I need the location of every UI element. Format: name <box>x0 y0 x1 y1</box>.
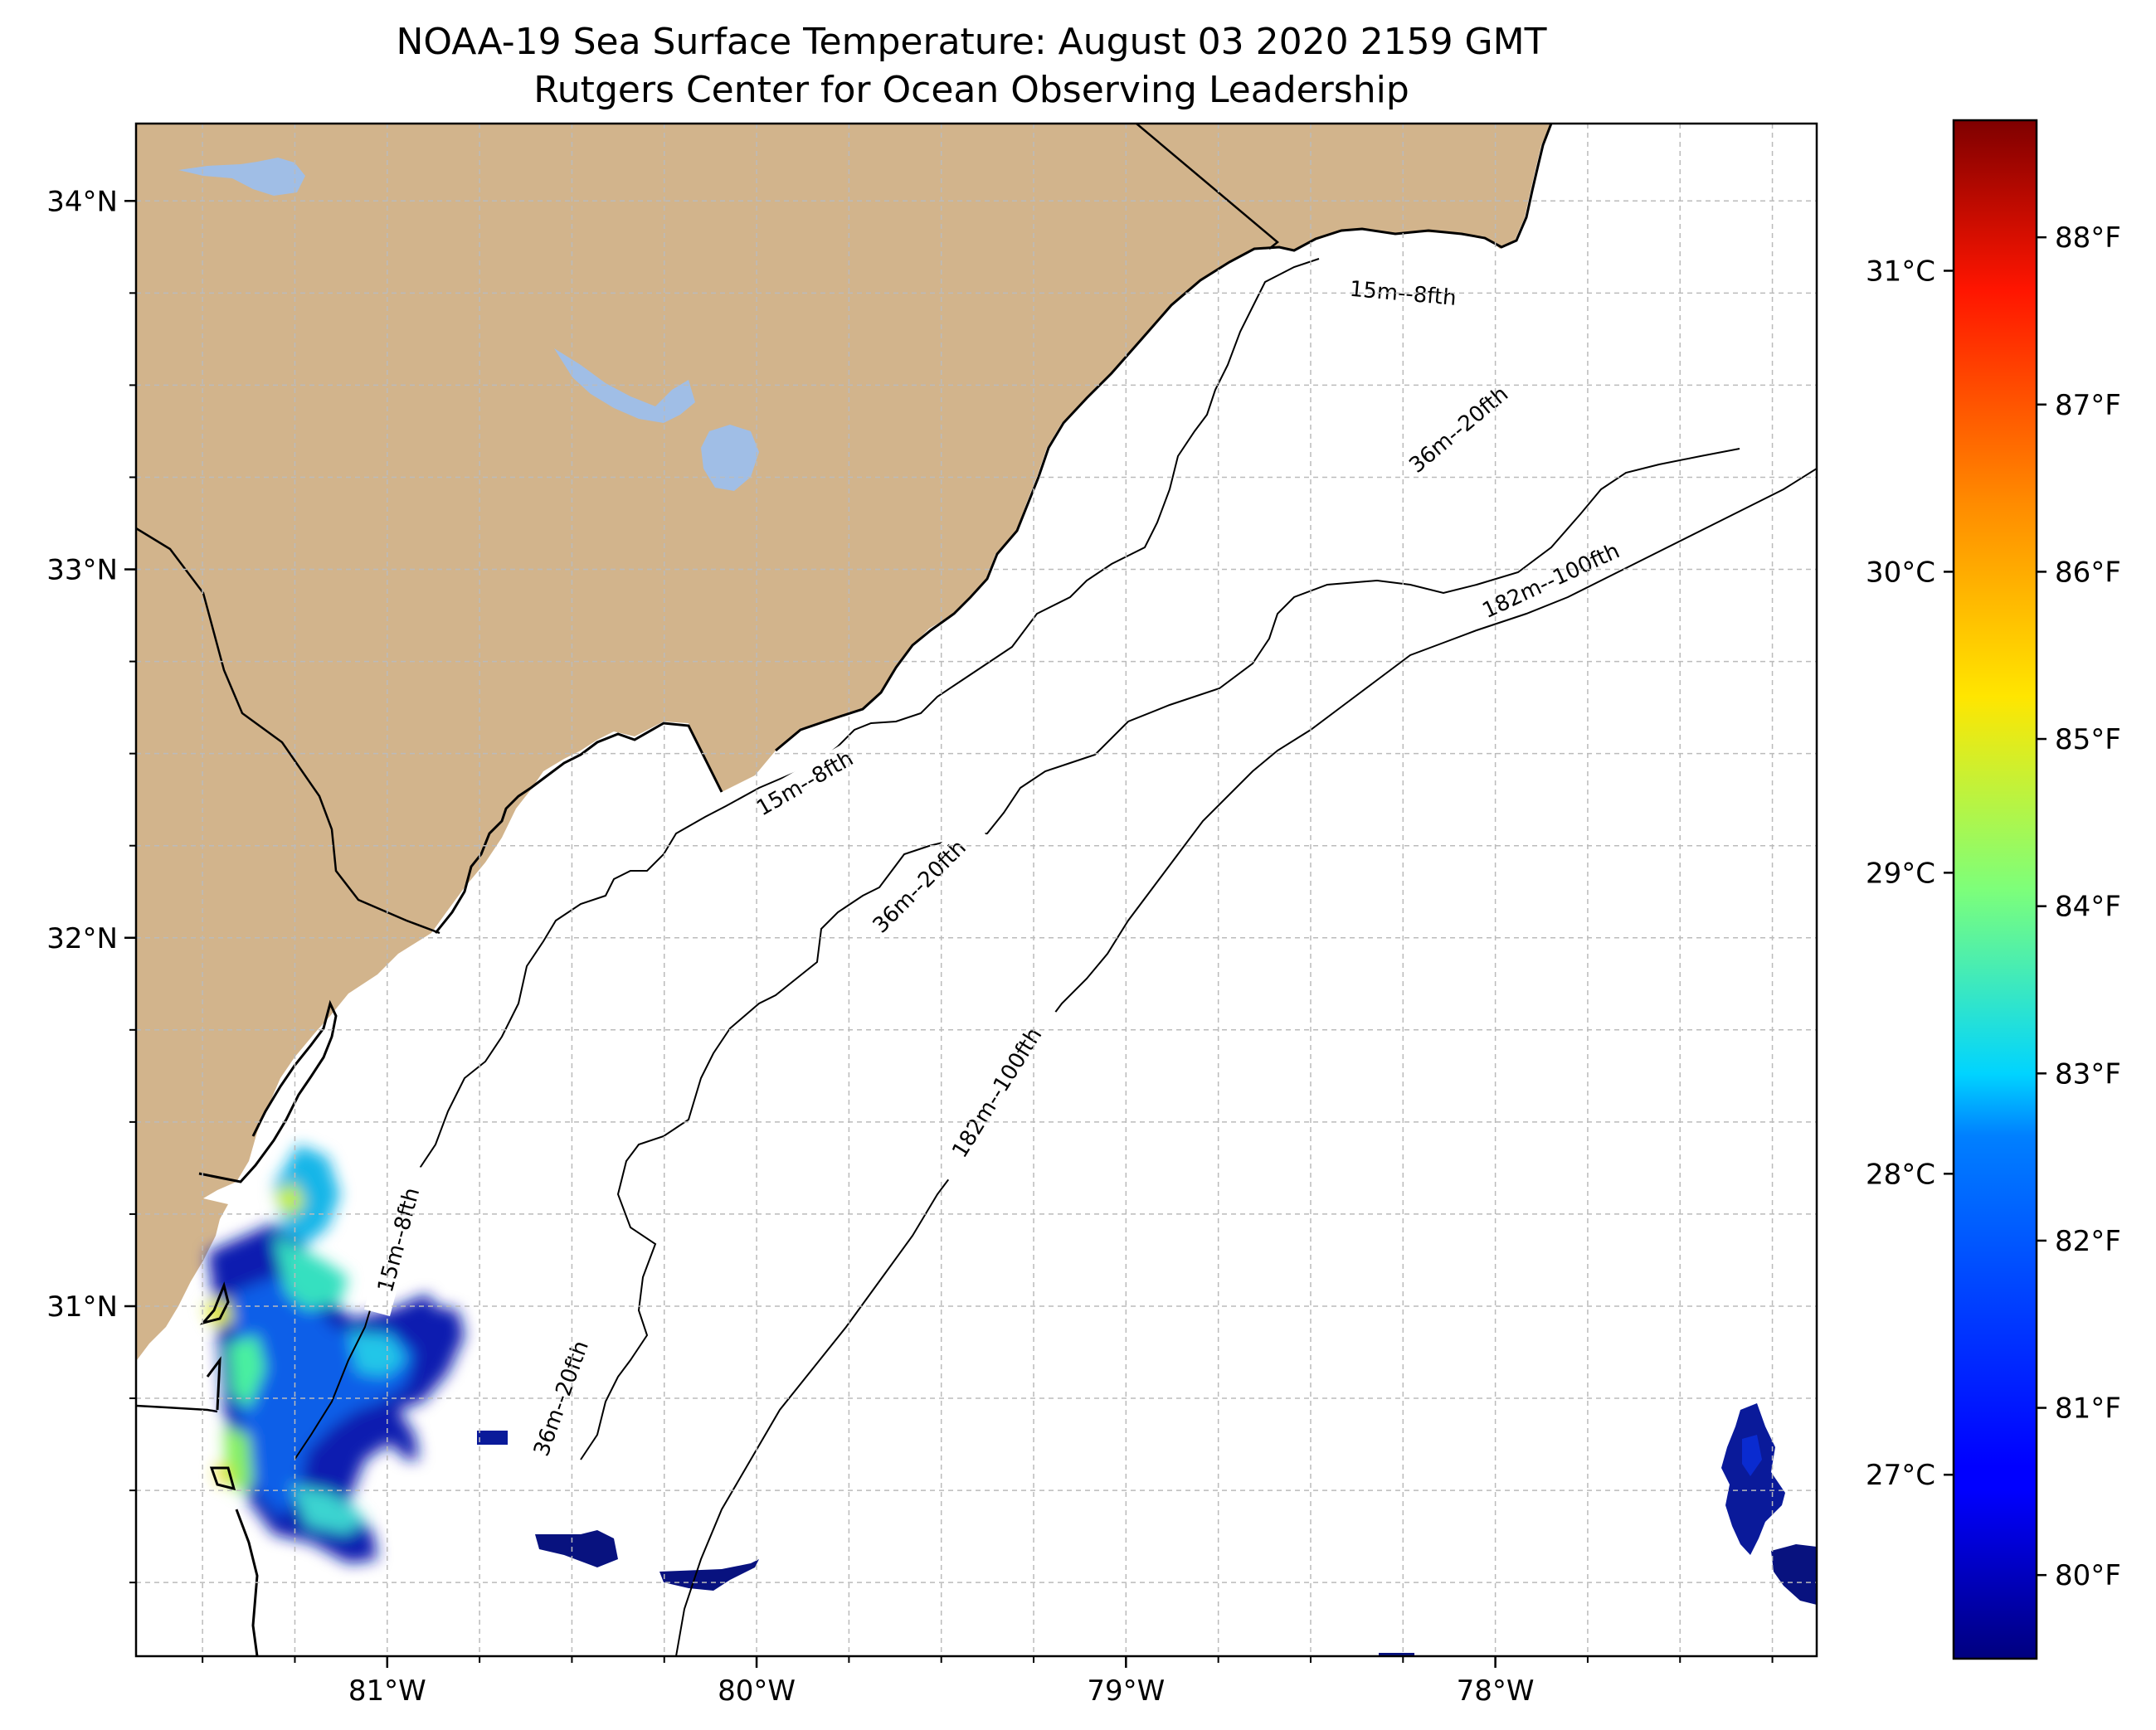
sst-patch-east <box>1721 1403 1785 1555</box>
map-subtitle: Rutgers Center for Ocean Observing Leade… <box>533 69 1409 111</box>
longitude-ticks: 81°W 80°W 79°W 78°W <box>202 1656 1774 1708</box>
sst-patch-east-2 <box>1771 1544 1817 1605</box>
lat-tick-label: 31°N <box>46 1290 118 1324</box>
isobath-label-background <box>849 816 987 954</box>
lake-moultrie <box>701 425 759 491</box>
colorbar-f-label: 84°F <box>2055 891 2121 924</box>
colorbar-fahrenheit-ticks: 80°F 81°F 82°F 83°F 84°F 85°F 86°F 87°F 88°F <box>2037 221 2121 1592</box>
colorbar-f-label: 80°F <box>2055 1559 2121 1592</box>
lake-marion <box>554 348 695 423</box>
coastline-south <box>198 999 338 1183</box>
lake-upper <box>178 158 305 196</box>
isobath-label-background <box>1385 364 1531 493</box>
lat-tick-label: 33°N <box>46 554 118 587</box>
isobath-label-background <box>1454 524 1647 634</box>
colorbar-c-label: 31°C <box>1866 255 1935 288</box>
isobath-label-background <box>931 1000 1059 1183</box>
colorbar-c-label: 28°C <box>1866 1158 1935 1191</box>
colorbar-c-label: 27°C <box>1866 1459 1935 1492</box>
coastline-north <box>775 124 1553 752</box>
map-frame <box>134 122 1818 1658</box>
colorbar-f-label: 85°F <box>2055 723 2121 756</box>
colorbar-f-label: 81°F <box>2055 1392 2121 1426</box>
coastline-islands <box>199 1281 259 1656</box>
colorbar: 80°F 81°F 82°F 83°F 84°F 85°F 86°F 87°F 88°F 27°… <box>1866 119 2121 1660</box>
isobath-label-background <box>364 1162 430 1317</box>
isobath-36m <box>580 448 1740 1460</box>
lon-tick-label: 79°W <box>1087 1674 1165 1708</box>
state-border-ga-fl <box>136 1404 218 1413</box>
colorbar-gradient <box>1952 119 2038 1660</box>
gridlines <box>136 124 1817 1656</box>
colorbar-f-label: 87°F <box>2055 389 2121 422</box>
colorbar-f-label: 83°F <box>2055 1057 2121 1091</box>
colorbar-c-label: 30°C <box>1866 556 1935 589</box>
lon-tick-label: 80°W <box>718 1674 796 1708</box>
isobath-15m <box>294 258 1320 1460</box>
colorbar-f-label: 82°F <box>2055 1225 2121 1258</box>
isobath-label-background <box>731 731 877 832</box>
land-mass <box>136 124 1551 1656</box>
map-title: NOAA-19 Sea Surface Temperature: August … <box>397 21 1547 63</box>
coastline-inlets <box>434 722 723 934</box>
colorbar-celsius-ticks: 27°C 28°C 29°C 30°C 31°C <box>1866 255 1954 1492</box>
state-border-sc-ga <box>136 527 440 935</box>
sst-patch-small-2 <box>535 1530 618 1567</box>
lon-tick-label: 81°W <box>348 1674 426 1708</box>
colorbar-c-label: 29°C <box>1866 857 1935 890</box>
lon-tick-label: 78°W <box>1457 1674 1535 1708</box>
lat-tick-label: 32°N <box>46 922 118 955</box>
latitude-ticks: 34°N 33°N 32°N 31°N <box>46 185 136 1584</box>
sst-patch-small-1 <box>477 1431 508 1445</box>
colorbar-f-label: 86°F <box>2055 556 2121 589</box>
isobaths <box>294 258 1817 1656</box>
colorbar-f-label: 88°F <box>2055 221 2121 255</box>
map-panel: 15m--8fth15m--8fth15m--8fth36m--20fth36m… <box>46 122 1818 1708</box>
isobath-182m <box>675 468 1817 1656</box>
lat-tick-label: 34°N <box>46 185 118 218</box>
